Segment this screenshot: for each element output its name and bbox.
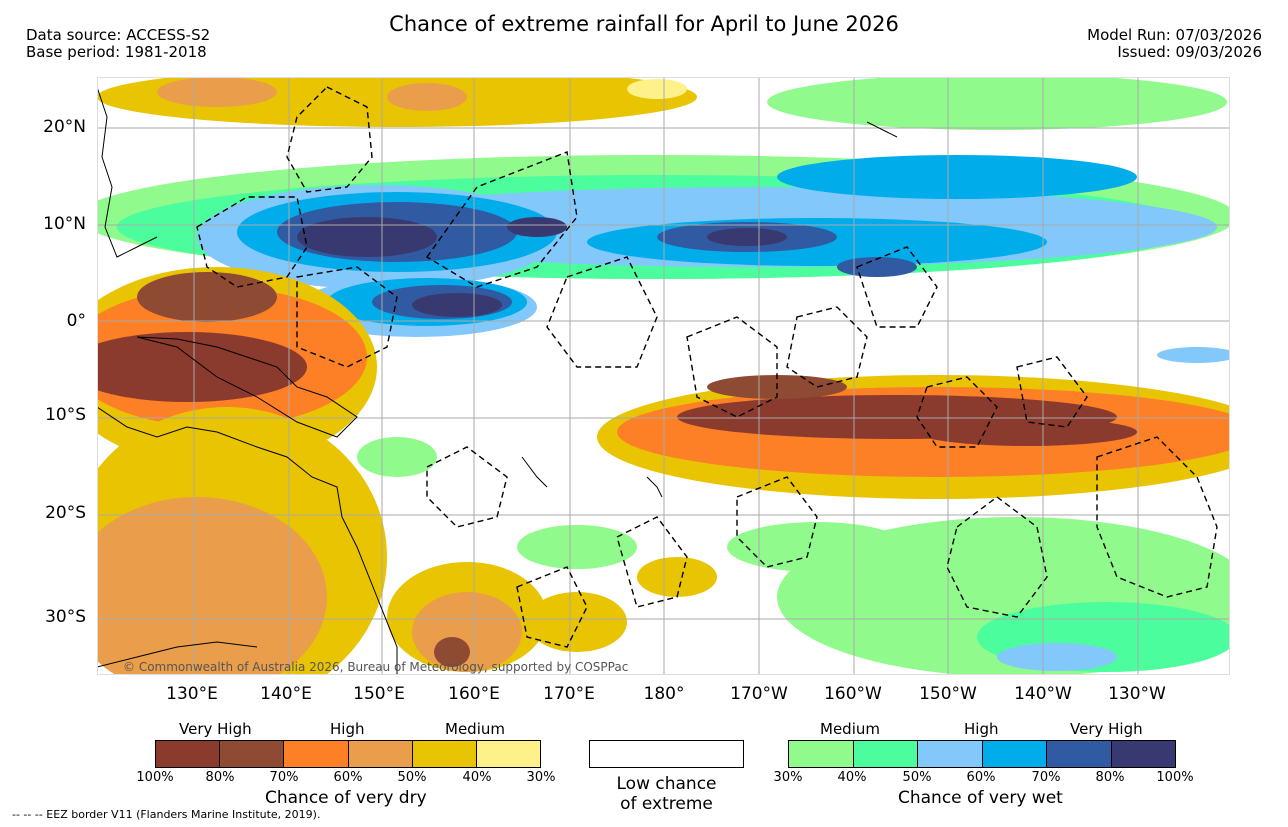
low-chance-label: Low chance of extreme (589, 774, 744, 814)
graticule (97, 77, 1230, 675)
wet-swatch-3 (917, 741, 982, 767)
dry-swatch-3 (283, 741, 348, 767)
south-wet-region (357, 347, 1230, 675)
lon-label-160w: 160°W (824, 684, 882, 704)
run-info: Model Run: 07/03/2026 Issued: 09/03/2026 (1087, 27, 1262, 61)
lon-label-140w: 140°W (1014, 684, 1072, 704)
wet-colorbar (788, 740, 1176, 768)
low-chance-line2: of extreme (620, 794, 713, 814)
dry-category-medium: Medium (445, 720, 505, 738)
lon-label-130w: 130°W (1108, 684, 1166, 704)
dry-category-very-high: Very High (179, 720, 252, 738)
wet-tick-70: 70% (1031, 770, 1061, 785)
wet-tick-80: 80% (1095, 770, 1125, 785)
dry-tick-70: 70% (269, 770, 299, 785)
wet-swatch-1 (789, 741, 853, 767)
north-dry-region (97, 77, 697, 127)
wet-category-very-high: Very High (1070, 720, 1143, 738)
dry-tick-40: 40% (462, 770, 492, 785)
dry-swatch-5 (411, 741, 476, 767)
dry-tick-100: 100% (136, 770, 174, 785)
dry-swatch-1 (156, 741, 220, 767)
dry-tick-60: 60% (333, 770, 363, 785)
wet-tick-60: 60% (966, 770, 996, 785)
wet-category-high: High (964, 720, 999, 738)
dry-tick-80: 80% (205, 770, 235, 785)
lon-label-130e: 130°E (166, 684, 218, 704)
dry-colorbar (155, 740, 541, 768)
wet-swatch-5 (1046, 741, 1111, 767)
southwest-dry-region (97, 407, 717, 675)
wet-category-medium: Medium (820, 720, 880, 738)
lat-label-20n: 20°N (43, 117, 86, 137)
wet-swatch-6 (1110, 741, 1175, 767)
wet-tick-30: 30% (773, 770, 803, 785)
dry-tick-30: 30% (526, 770, 556, 785)
wet-tick-50: 50% (902, 770, 932, 785)
wet-swatch-4 (981, 741, 1046, 767)
lat-label-30s: 30°S (45, 607, 86, 627)
base-period: Base period: 1981-2018 (26, 43, 207, 61)
low-chance-swatch (589, 740, 744, 768)
model-run: Model Run: 07/03/2026 (1087, 26, 1262, 44)
wet-legend-title: Chance of very wet (898, 788, 1063, 808)
source-info: Data source: ACCESS-S2 Base period: 1981… (26, 27, 210, 61)
dry-swatch-2 (219, 741, 284, 767)
lat-label-20s: 20°S (45, 503, 86, 523)
lon-label-170e: 170°E (543, 684, 595, 704)
lon-label-170w: 170°W (730, 684, 788, 704)
eez-borders (196, 86, 1218, 648)
coastlines (97, 86, 898, 675)
issued-date: Issued: 09/03/2026 (1117, 43, 1262, 61)
west-dry-region (97, 267, 377, 467)
data-source: Data source: ACCESS-S2 (26, 26, 211, 44)
dry-legend-title: Chance of very dry (265, 788, 427, 808)
lon-label-150e: 150°E (353, 684, 405, 704)
lon-label-140e: 140°E (260, 684, 312, 704)
lat-label-10s: 10°S (45, 405, 86, 425)
lat-label-10n: 10°N (43, 214, 86, 234)
low-chance-line1: Low chance (616, 774, 717, 794)
dry-swatch-4 (347, 741, 412, 767)
eez-footnote: -- -- -- EEZ border V11 (Flanders Marine… (12, 808, 321, 821)
rainfall-map: © Commonwealth of Australia 2026, Bureau… (97, 77, 1230, 675)
map-copyright: © Commonwealth of Australia 2026, Bureau… (123, 660, 628, 674)
lon-label-180: 180° (643, 684, 685, 704)
lon-label-150w: 150°W (919, 684, 977, 704)
dry-swatch-6 (475, 741, 541, 767)
wet-swatch-2 (852, 741, 917, 767)
wet-tick-100: 100% (1156, 770, 1194, 785)
wet-tick-40: 40% (837, 770, 867, 785)
north-wet-region (97, 77, 1230, 337)
lat-label-0: 0° (66, 311, 86, 331)
spcz-dry-band (597, 375, 1230, 499)
dry-category-high: High (330, 720, 365, 738)
lon-label-160e: 160°E (448, 684, 500, 704)
map-title: Chance of extreme rainfall for April to … (389, 12, 899, 36)
dry-tick-50: 50% (397, 770, 427, 785)
